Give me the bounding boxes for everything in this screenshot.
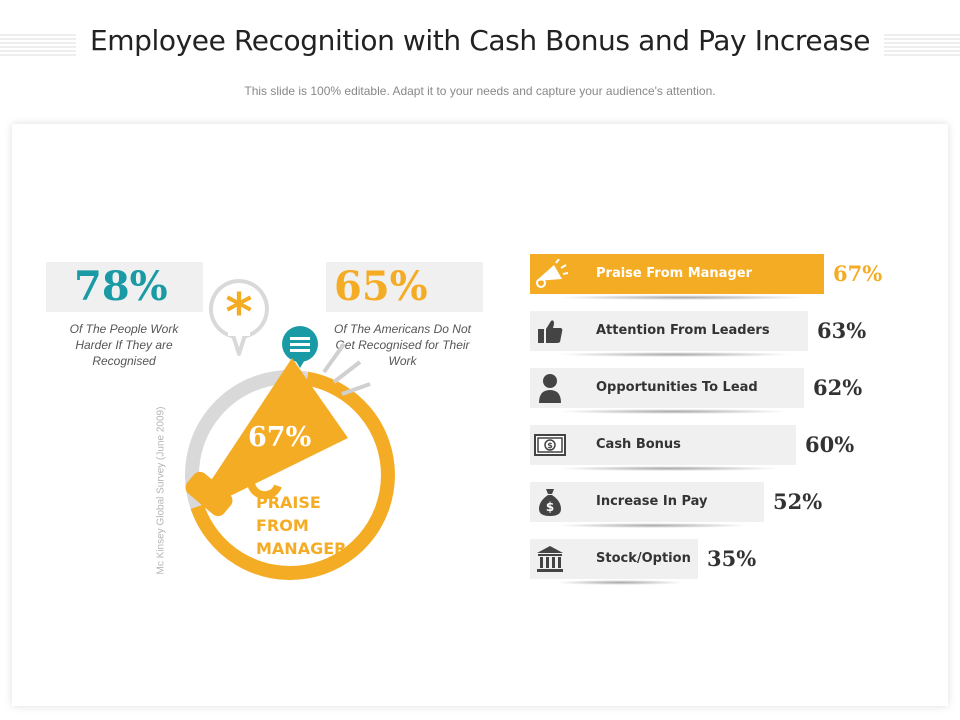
content-card (12, 124, 948, 706)
gauge-value: 67% (248, 422, 312, 453)
stat-caption: Of The Americans Do Not Get Recognised f… (334, 322, 471, 368)
recognition-row: Attention From Leaders 63% (530, 311, 878, 357)
row-value: 60% (805, 432, 855, 457)
megaphone-icon (530, 254, 570, 294)
recognition-row: Stock/Option 35% (530, 539, 768, 585)
row-value: 35% (707, 546, 757, 571)
row-shadow (556, 352, 794, 357)
page-subtitle: This slide is 100% editable. Adapt it to… (244, 84, 716, 98)
page-title-text: Employee Recognition with Cash Bonus and… (75, 24, 885, 57)
row-bar: Praise From Manager (530, 254, 824, 294)
row-bar: Attention From Leaders (530, 311, 808, 351)
stat-value: 78% (74, 263, 168, 310)
row-label: Stock/Option (596, 551, 691, 566)
svg-text:$: $ (547, 441, 553, 450)
row-bar: $ Increase In Pay (530, 482, 764, 522)
money-bag-icon: $ (530, 482, 570, 522)
recognition-row: $ Cash Bonus 60% (530, 425, 866, 471)
row-value: 63% (817, 318, 867, 343)
row-label: Attention From Leaders (596, 323, 770, 338)
megaphone-icon (185, 342, 371, 517)
row-shadow (556, 466, 782, 471)
row-shadow (556, 409, 790, 414)
bank-icon (530, 539, 570, 579)
row-bar: $ Cash Bonus (530, 425, 796, 465)
thumbs-up-icon (530, 311, 570, 351)
stat-box-78: 78% (46, 262, 203, 312)
row-value: 67% (833, 261, 883, 286)
person-icon (530, 368, 570, 408)
row-value: 62% (813, 375, 863, 400)
recognition-row: Opportunities To Lead 62% (530, 368, 874, 414)
row-value: 52% (773, 489, 823, 514)
row-label: Increase In Pay (596, 494, 708, 509)
recognition-row: Praise From Manager 67% (530, 254, 894, 300)
row-shadow (556, 580, 684, 585)
row-bar: Opportunities To Lead (530, 368, 804, 408)
recognition-row: $ Increase In Pay 52% (530, 482, 834, 528)
row-label: Praise From Manager (596, 266, 752, 281)
gauge-fill (190, 371, 395, 581)
row-bar: Stock/Option (530, 539, 698, 579)
banknote-icon: $ (530, 425, 570, 465)
svg-text:$: $ (546, 500, 554, 514)
speech-bubble-icon (282, 326, 318, 368)
svg-text:*: * (225, 283, 252, 343)
source-note: Mc Kinsey Global Survey (June 2009) (155, 406, 167, 575)
praise-gauge (184, 342, 395, 581)
row-shadow (556, 295, 810, 300)
gauge-label: PRAISE FROM MANAGER (256, 493, 347, 558)
stat-caption: Of The People Work Harder If They are Re… (69, 322, 179, 368)
asterisk-icon: * (208, 279, 269, 356)
stat-value: 65% (334, 263, 428, 310)
row-label: Opportunities To Lead (596, 380, 758, 395)
row-label: Cash Bonus (596, 437, 681, 452)
row-shadow (556, 523, 750, 528)
stat-box-65: 65% (326, 262, 483, 312)
page-title: Employee Recognition with Cash Bonus and… (0, 24, 960, 57)
